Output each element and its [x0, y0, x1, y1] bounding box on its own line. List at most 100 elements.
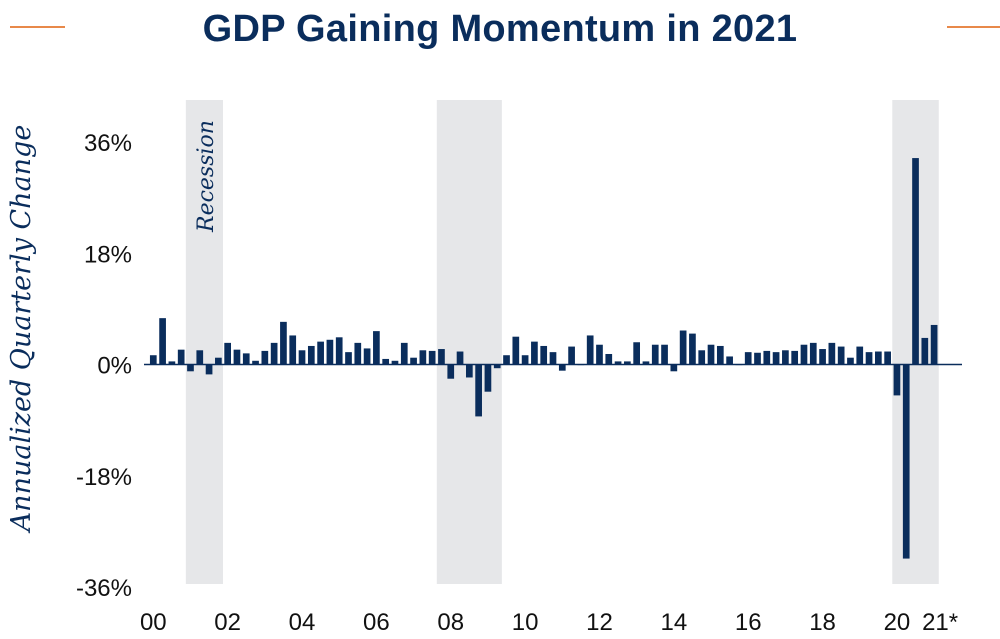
- x-tick-label: 08: [437, 609, 464, 636]
- gdp-bar: [215, 357, 222, 365]
- gdp-bar: [716, 345, 724, 365]
- gdp-bar: [159, 318, 166, 365]
- gdp-bar: [373, 331, 380, 365]
- gdp-bar: [428, 350, 436, 365]
- gdp-bar: [596, 344, 603, 365]
- x-tick-label: 00: [140, 609, 167, 636]
- gdp-bar: [912, 158, 919, 365]
- gdp-bar: [884, 351, 891, 365]
- y-axis-ticks: 36% 18% 0% -18% -36%: [76, 130, 132, 602]
- gdp-bar: [605, 353, 613, 365]
- x-tick-label: 18: [809, 609, 836, 636]
- gdp-bar: [558, 364, 566, 371]
- gdp-bar: [354, 342, 362, 365]
- gdp-bar: [865, 352, 873, 365]
- x-tick-label: 21*: [922, 609, 958, 636]
- title-accent-line-right: [947, 26, 1000, 28]
- gdp-bar: [902, 364, 910, 559]
- gdp-bar: [642, 361, 650, 365]
- gdp-bar: [242, 353, 250, 365]
- x-tick-label: 12: [586, 609, 613, 636]
- gdp-bar: [633, 342, 641, 365]
- gdp-bar: [800, 344, 808, 365]
- gdp-bar: [512, 336, 520, 365]
- y-tick-label: 36%: [84, 130, 132, 157]
- gdp-bar: [410, 357, 417, 365]
- gdp-bar: [419, 350, 427, 365]
- gdp-bar: [168, 361, 176, 365]
- gdp-bar: [196, 350, 204, 365]
- gdp-bar: [670, 364, 678, 372]
- gdp-bar: [465, 364, 473, 378]
- gdp-bar: [261, 350, 269, 365]
- gdp-bar: [298, 350, 306, 365]
- gdp-bar: [791, 350, 799, 365]
- gdp-bar: [661, 344, 668, 365]
- title-accent-line-left: [10, 26, 65, 28]
- chart-title: GDP Gaining Momentum in 2021: [202, 8, 798, 50]
- gdp-bar: [651, 344, 659, 365]
- gdp-bar: [893, 364, 901, 396]
- gdp-bar: [484, 364, 492, 392]
- x-tick-label: 04: [289, 609, 316, 636]
- gdp-bar: [447, 364, 455, 379]
- gdp-bar: [531, 341, 538, 365]
- gdp-bar: [363, 348, 371, 365]
- gdp-bar: [614, 361, 622, 365]
- gdp-bar: [772, 352, 780, 365]
- gdp-bar: [400, 342, 408, 365]
- gdp-bar: [280, 321, 287, 365]
- gdp-bar: [252, 360, 259, 365]
- gdp-bar: [763, 350, 771, 365]
- gdp-bar: [689, 333, 696, 365]
- gdp-bar: [317, 341, 324, 365]
- gdp-bar: [391, 360, 399, 365]
- gdp-bar: [456, 351, 464, 365]
- gdp-bar: [679, 330, 687, 365]
- gdp-bar: [326, 339, 334, 365]
- gdp-bar: [782, 350, 789, 365]
- y-tick-label: -18%: [76, 464, 132, 491]
- y-tick-label: 18%: [84, 241, 132, 268]
- x-axis-ticks: 00 02 04 06 08 10 12 14 16 18 20 21*: [140, 609, 958, 636]
- recession-band: [436, 100, 502, 584]
- bar-series: [149, 158, 938, 559]
- y-axis-label: Annualized Quarterly Change: [6, 125, 37, 535]
- x-tick-label: 06: [363, 609, 390, 636]
- gdp-bar: [874, 351, 882, 365]
- gdp-bar: [205, 364, 213, 375]
- gdp-bar: [726, 356, 733, 365]
- gdp-bar: [307, 345, 315, 365]
- gdp-bar: [493, 364, 501, 369]
- gdp-bar: [187, 364, 194, 372]
- gdp-bar: [568, 346, 575, 365]
- gdp-bar: [438, 349, 445, 365]
- y-tick-label: -36%: [76, 575, 132, 602]
- gdp-bar: [503, 355, 510, 365]
- recession-annotation: Recession: [194, 120, 219, 233]
- y-tick-label: 0%: [97, 353, 132, 380]
- gdp-bar: [837, 346, 845, 365]
- gdp-bar: [540, 345, 548, 365]
- gdp-bar: [819, 349, 826, 365]
- gdp-bar: [586, 335, 594, 365]
- x-tick-label: 16: [735, 609, 762, 636]
- x-tick-label: 20: [884, 609, 911, 636]
- gdp-bar: [521, 355, 529, 365]
- x-tick-label: 02: [214, 609, 241, 636]
- gdp-bar: [847, 357, 854, 365]
- gdp-bar: [698, 350, 706, 365]
- gdp-bar: [856, 346, 864, 365]
- gdp-bar: [549, 352, 557, 365]
- gdp-bar: [828, 342, 836, 365]
- gdp-bar: [930, 324, 938, 365]
- gdp-bar: [270, 342, 278, 365]
- gdp-bar: [335, 337, 343, 365]
- x-tick-label: 10: [512, 609, 539, 636]
- gdp-bar: [475, 364, 482, 417]
- gdp-bar: [224, 342, 232, 365]
- gdp-bar: [624, 361, 631, 365]
- gdp-bar: [382, 358, 390, 365]
- gdp-bar: [707, 344, 715, 365]
